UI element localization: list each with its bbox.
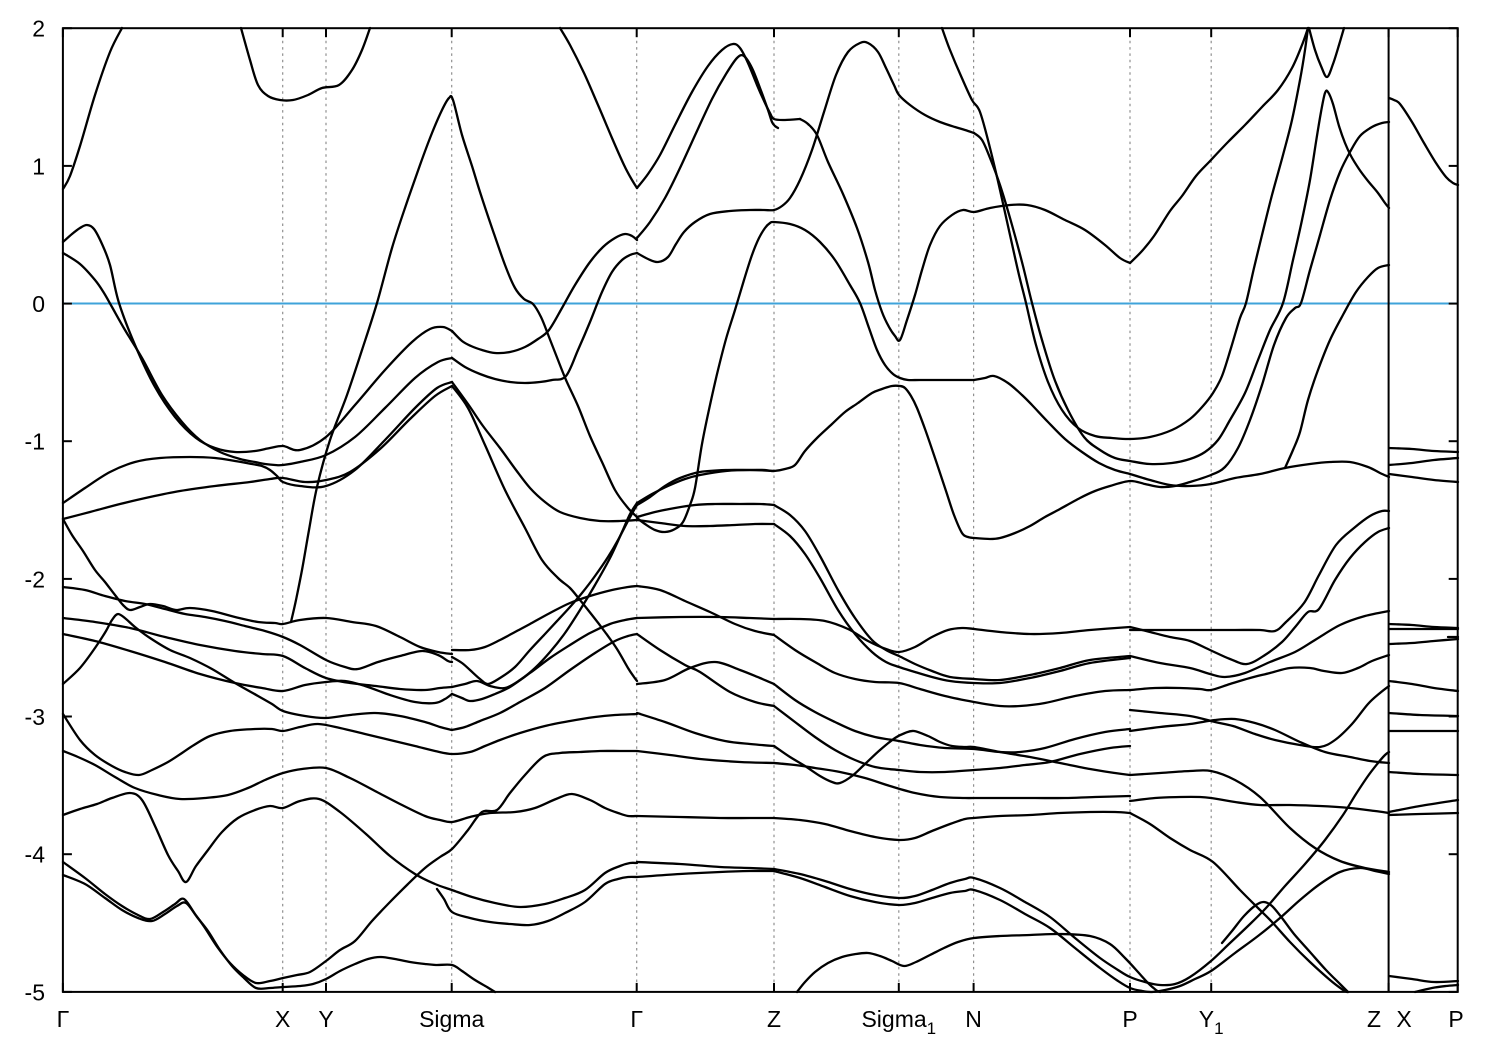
svg-text:N: N	[965, 1006, 982, 1032]
svg-text:-1: -1	[25, 429, 45, 455]
svg-text:1: 1	[32, 153, 45, 179]
svg-text:-3: -3	[25, 704, 45, 730]
svg-text:-4: -4	[25, 842, 46, 868]
svg-text:Y: Y	[318, 1006, 333, 1032]
svg-text:X: X	[275, 1006, 290, 1032]
svg-text:Sigma: Sigma	[419, 1006, 484, 1032]
svg-text:P: P	[1122, 1006, 1137, 1032]
svg-text:-2: -2	[25, 566, 45, 592]
svg-text:X: X	[1396, 1006, 1411, 1032]
svg-text:Z: Z	[767, 1006, 781, 1032]
svg-text:P: P	[1448, 1006, 1463, 1032]
svg-text:Γ: Γ	[57, 1006, 70, 1032]
svg-text:Z: Z	[1367, 1006, 1381, 1032]
svg-text:-5: -5	[25, 979, 45, 1005]
svg-text:2: 2	[32, 16, 45, 42]
svg-text:Γ: Γ	[630, 1006, 643, 1032]
svg-text:0: 0	[32, 291, 45, 317]
